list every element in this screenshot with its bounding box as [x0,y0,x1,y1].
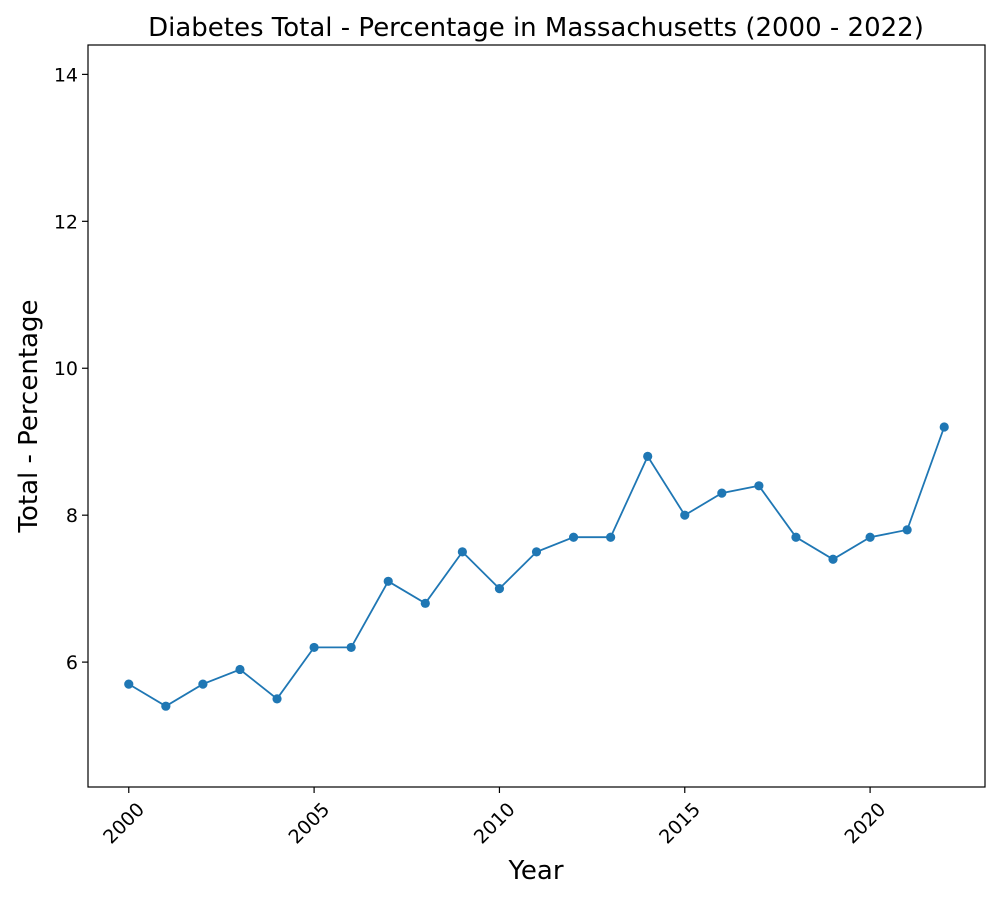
data-point-2007 [383,576,393,586]
data-point-2004 [272,694,282,704]
data-point-2020 [865,532,875,542]
data-point-2016 [717,488,727,498]
data-point-2005 [309,642,319,653]
data-point-2008 [420,598,430,608]
data-point-2012 [568,532,579,542]
y-tick-label: 14 [54,64,78,86]
data-point-2000 [124,679,134,689]
x-tick-label: 2010 [470,799,520,849]
data-point-2019 [828,554,838,564]
x-tick-label: 2020 [840,799,890,849]
series-line-0 [128,426,946,708]
data-point-2006 [346,642,356,653]
data-point-2015 [680,510,690,520]
x-tick-label: 2015 [655,799,705,849]
y-tick-label: 6 [66,652,78,674]
y-axis-title: Total - Percentage [14,300,44,534]
data-point-2002 [198,679,208,689]
x-tick-label: 2000 [99,799,149,849]
y-tick-label: 12 [54,211,78,233]
data-point-2013 [606,532,616,542]
data-point-2017 [754,481,764,491]
data-point-2003 [235,664,245,675]
x-axis-title: Year [507,856,563,886]
x-axis: 2000 2005 2010 2015 2020 [99,787,890,848]
chart-title: Diabetes Total - Percentage in Massachus… [148,13,924,43]
data-point-2011 [531,547,542,557]
data-point-2021 [902,525,912,535]
data-point-2010 [494,584,505,594]
y-tick-label: 8 [66,505,78,527]
y-axis: 6 8 10 12 14 [54,64,88,674]
data-point-2014 [643,451,653,462]
plot-area [87,44,986,788]
data-point-2001 [161,701,171,711]
data-point-2022 [939,422,949,432]
x-tick-label: 2005 [284,799,334,849]
series-layer [124,422,949,711]
data-point-2009 [457,547,467,557]
data-point-2018 [791,532,801,542]
y-tick-label: 10 [54,358,78,380]
